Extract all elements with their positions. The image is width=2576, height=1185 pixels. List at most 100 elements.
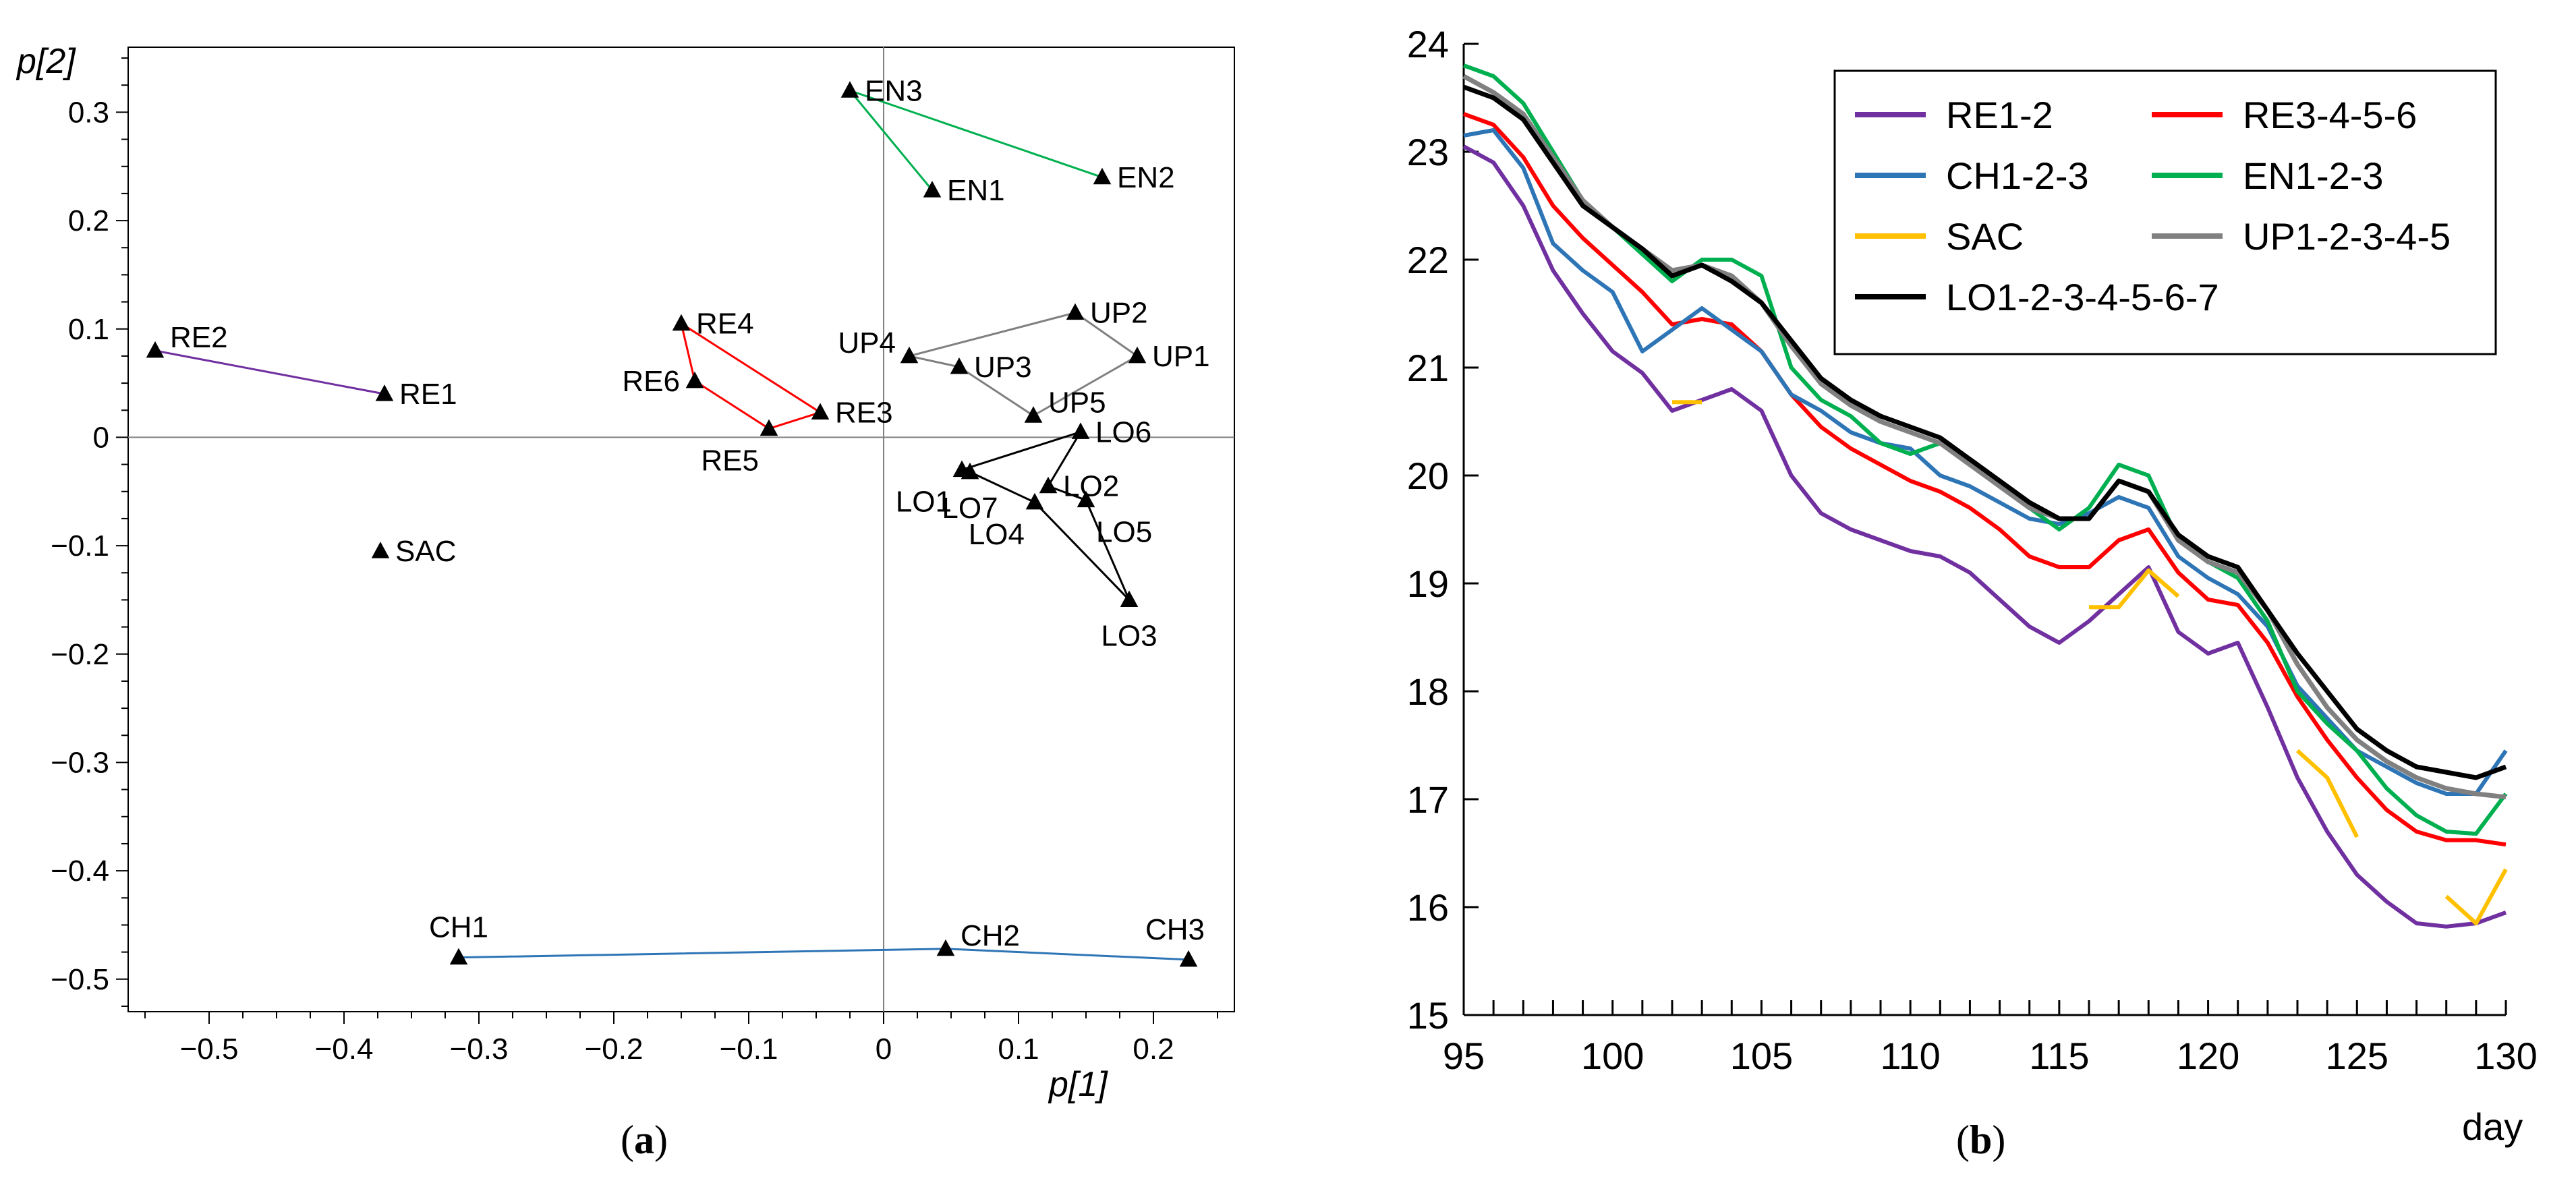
panel-a-point-label: LO6 [1095,415,1151,449]
panel-a-x-tick-label: −0.4 [315,1033,374,1066]
panel-a-y-tick-label: −0.1 [51,529,109,562]
panel-b-y-tick-label: 18 [1407,670,1449,713]
panel-b-series-lines [1462,63,2508,929]
panel-a-point-marker [1066,303,1085,320]
panel-a-point-label: RE2 [170,321,228,354]
panel-b-y-tick-label: 17 [1407,778,1449,821]
panel-b-x-tick-label: 105 [1730,1035,1793,1077]
panel-a-point-label: LO5 [1096,516,1152,549]
panel-b-y-tick-label: 21 [1407,347,1449,389]
panel-b-series-line [2295,749,2359,838]
panel-b-caption: (b) [1956,1118,2005,1162]
panel-b-y-tick-label: 20 [1407,455,1449,497]
panel-a-point-marker [1024,406,1043,423]
panel-a-scatter-plot: −0.5 −0.4 −0.3 −0.2 −0.1 0 0.1 0.2 0.30.20.10−0… [16,42,1235,1162]
panel-a-caption: (a) [621,1118,668,1162]
panel-b-x-tick-label: 130 [2474,1035,2537,1077]
panel-b-y-tick-label: 22 [1407,239,1449,281]
legend-entry: SAC [1946,215,2024,258]
panel-a-group-line [154,349,385,395]
panel-b-x-tick-label: 95 [1443,1035,1485,1077]
panel-b-x-tick-label: 120 [2177,1035,2239,1077]
legend-entry: EN1-2-3 [2243,154,2384,197]
panel-a-y-tick-label: −0.4 [51,855,109,888]
panel-a-y-tick-label: −0.3 [51,746,109,779]
legend-entry: CH1-2-3 [1946,154,2089,197]
panel-a-point-marker [1025,492,1044,510]
panel-a-point-marker [685,371,704,388]
panel-a-y-ticks: 0.3 0.2 0.1 0 −0.1 −0.2 −0.3 −0.4 −0.5 [51,57,128,1007]
panel-b-y-tick-label: 23 [1407,131,1449,173]
panel-a-point-marker [1093,167,1112,185]
panel-a-point-label: CH3 [1145,913,1205,946]
panel-b-line-chart: 95 100 105 110 115 120 125 130 15 16 17 18 19 20 21 22… [1407,23,2538,1162]
panel-a-point-label: EN3 [865,74,923,107]
legend-entry: RE1-2 [1946,94,2053,136]
panel-b-y-tick-label: 24 [1407,23,1449,65]
panel-a-point-label: RE1 [399,378,457,411]
panel-a-point-label: UP4 [838,326,896,359]
panel-a-point-marker [936,939,955,956]
panel-a-point-marker [1128,346,1147,364]
panel-a-ylabel: p[2] [16,42,76,81]
panel-a-point-marker [1179,950,1198,967]
panel-a-point-marker [900,346,919,364]
panel-a-point-label: LO7 [942,492,998,525]
panel-a-point-label: RE5 [701,444,759,478]
panel-b-x-ticks: 95 100 105 110 115 120 125 130 [1443,1000,2538,1077]
panel-a-point-label: LO2 [1063,470,1119,503]
panel-a-point-label: UP5 [1048,386,1106,419]
panel-a-group-lines [154,88,1189,961]
panel-a-y-tick-label: 0.2 [68,204,109,237]
panel-a-point-label: LO3 [1101,619,1157,652]
panel-b-series-line [1462,112,2507,847]
panel-b-x-tick-label: 125 [2326,1035,2388,1077]
panel-a-point-marker [760,419,778,436]
panel-a-x-tick-label: −0.5 [180,1033,239,1066]
panel-a-frame [127,47,1235,1012]
panel-b-x-tick-label: 115 [2029,1035,2089,1077]
panel-a-point-marker [961,462,979,480]
panel-b-y-ticks: 15 16 17 18 19 20 21 22 23 24 [1407,23,1479,1037]
panel-a-point-marker [923,181,942,198]
panel-a-x-tick-label: −0.2 [585,1033,643,1066]
panel-a-point-marker [950,357,969,374]
panel-a-y-tick-label: 0.3 [68,96,109,129]
panel-a-x-tick-label: −0.1 [720,1033,778,1066]
panel-a-point-marker [375,384,394,401]
panel-a-point-label: UP2 [1090,297,1148,330]
panel-b-y-tick-label: 19 [1407,562,1449,605]
panel-b-y-tick-label: 15 [1407,994,1449,1037]
panel-a-y-tick-label: 0.1 [68,313,109,346]
panel-a-point-label: CH2 [961,919,1020,952]
panel-a-point-label: UP1 [1152,340,1210,373]
panel-a-point-label: RE3 [835,396,893,429]
panel-a-x-tick-label: 0.2 [1133,1033,1174,1066]
panel-a-x-tick-label: −0.3 [450,1033,509,1066]
panel-a-point-marker [449,948,468,965]
legend-entry: RE3-4-5-6 [2243,94,2417,136]
panel-b-x-tick-label: 110 [1881,1035,1941,1077]
legend-box [1833,69,2497,355]
panel-b-series-line [1462,144,2507,929]
panel-a-point-label: LO4 [969,518,1025,551]
panel-a-point-marker [1120,590,1139,607]
panel-b-x-tick-label: 100 [1581,1035,1644,1077]
panel-a-group-line [458,948,1189,961]
panel-a-point-label: RE6 [622,365,680,398]
panel-a-point-label: EN2 [1117,161,1175,194]
legend-entry: LO1-2-3-4-5-6-7 [1946,276,2219,318]
panel-a-x-ticks: −0.5 −0.4 −0.3 −0.2 −0.1 0 0.1 0.2 [144,1012,1218,1066]
panel-a-point-marker [840,81,859,98]
panel-a-point-marker [371,542,390,558]
panel-b-series-line [2444,868,2508,925]
panel-a-y-tick-label: −0.5 [51,963,109,996]
panel-a-point-marker [1071,422,1090,439]
panel-a-point-marker [1039,476,1058,494]
legend-entry: UP1-2-3-4-5 [2243,215,2451,258]
panel-a-y-tick-label: 0 [93,421,109,454]
panel-a-point-label: SAC [395,535,456,568]
panel-b-xlabel: day [2462,1105,2523,1148]
